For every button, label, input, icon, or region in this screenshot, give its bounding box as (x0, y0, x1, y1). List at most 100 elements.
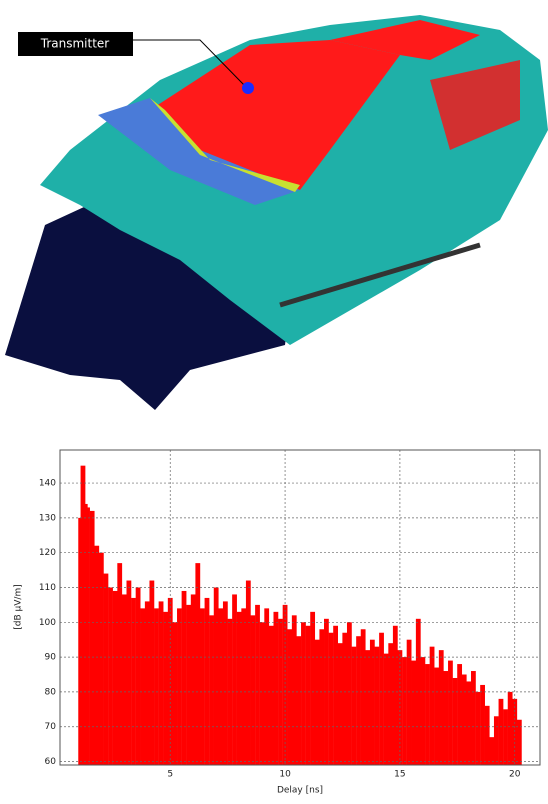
impulse (443, 671, 448, 765)
y-tick-label: 140 (39, 479, 56, 489)
y-tick-label: 130 (39, 513, 56, 523)
impulse (425, 664, 430, 765)
impulse (113, 591, 118, 765)
impulse (384, 654, 389, 765)
impulse (338, 643, 343, 765)
impulse (476, 692, 481, 765)
impulse (108, 587, 113, 765)
impulse (499, 699, 504, 765)
impulse (223, 601, 228, 765)
impulse (388, 643, 393, 765)
impulse (177, 608, 182, 765)
impulse (453, 678, 458, 765)
impulse (232, 594, 237, 765)
impulse (365, 650, 370, 765)
impulse (471, 671, 476, 765)
impulse (457, 664, 462, 765)
x-tick-label: 15 (394, 770, 405, 780)
annotation: Transmitter (40, 37, 110, 51)
impulse (434, 668, 439, 765)
car-rendering: Transmitter (5, 15, 548, 410)
impulse (241, 608, 246, 765)
impulse (260, 622, 265, 765)
impulse (287, 629, 292, 765)
page: Transmitter [dB µV/m] Delay [ns] 60 70 80 9… (0, 0, 548, 800)
impulse (159, 601, 164, 765)
impulse (191, 594, 196, 765)
impulse (273, 612, 278, 765)
impulse (186, 605, 191, 765)
impulse (104, 574, 109, 765)
impulse (269, 626, 274, 765)
impulse (439, 650, 444, 765)
impulse (136, 587, 141, 765)
impulse (402, 657, 407, 765)
impulse (94, 546, 99, 765)
impulse (296, 636, 301, 765)
impulse (301, 622, 306, 765)
y-tick-label: 70 (45, 722, 57, 732)
impulse (154, 608, 159, 765)
x-axis-label: Delay [ns] (277, 786, 323, 796)
impulse (214, 587, 219, 765)
y-tick-label: 110 (39, 583, 56, 593)
transmitter-dot (242, 82, 254, 94)
impulse (329, 633, 334, 765)
y-axis-label: [dB µV/m] (14, 584, 24, 629)
impulse (319, 629, 324, 765)
y-tick-label: 60 (45, 757, 57, 767)
impulse (342, 633, 347, 765)
impulse (205, 598, 210, 765)
x-tick-label: 20 (509, 770, 521, 780)
impulse (407, 640, 412, 765)
impulse (292, 615, 297, 765)
impulse (375, 647, 380, 765)
impulse (310, 612, 315, 765)
impulse (182, 591, 187, 765)
chart: [dB µV/m] Delay [ns] 60 70 80 90 100 110 120 13… (14, 450, 541, 796)
impulse (361, 629, 366, 765)
impulse (480, 685, 485, 765)
impulse (356, 636, 361, 765)
impulse (99, 553, 104, 765)
impulse (195, 563, 200, 765)
impulse (131, 598, 136, 765)
y-tick-label: 90 (45, 653, 57, 663)
impulse (333, 626, 338, 765)
impulse (370, 640, 375, 765)
impulse (379, 633, 384, 765)
impulse (411, 661, 416, 765)
impulse (494, 716, 499, 765)
impulse (209, 615, 214, 765)
impulse (122, 594, 127, 765)
impulse (283, 605, 288, 765)
impulse (448, 661, 453, 765)
impulse (200, 608, 205, 765)
impulse (251, 615, 256, 765)
impulse (485, 706, 490, 765)
impulse (237, 612, 242, 765)
impulse (218, 608, 223, 765)
y-tick-label: 120 (39, 548, 56, 558)
impulse (306, 626, 311, 765)
impulse (393, 626, 398, 765)
impulse (149, 581, 154, 765)
impulse (117, 563, 122, 765)
impulse (255, 605, 260, 765)
impulse (508, 692, 513, 765)
impulse (430, 647, 435, 765)
x-tick-label: 5 (167, 770, 173, 780)
y-tick-label: 100 (39, 618, 56, 628)
impulse (246, 581, 251, 765)
x-tick-label: 10 (279, 770, 291, 780)
impulse (140, 608, 145, 765)
impulse (489, 737, 494, 765)
impulse (315, 640, 320, 765)
impulse (347, 622, 352, 765)
impulse (420, 657, 425, 765)
impulse (145, 601, 150, 765)
impulse (163, 612, 168, 765)
impulse (466, 681, 471, 765)
impulse (503, 709, 508, 765)
y-tick-label: 80 (45, 687, 57, 697)
